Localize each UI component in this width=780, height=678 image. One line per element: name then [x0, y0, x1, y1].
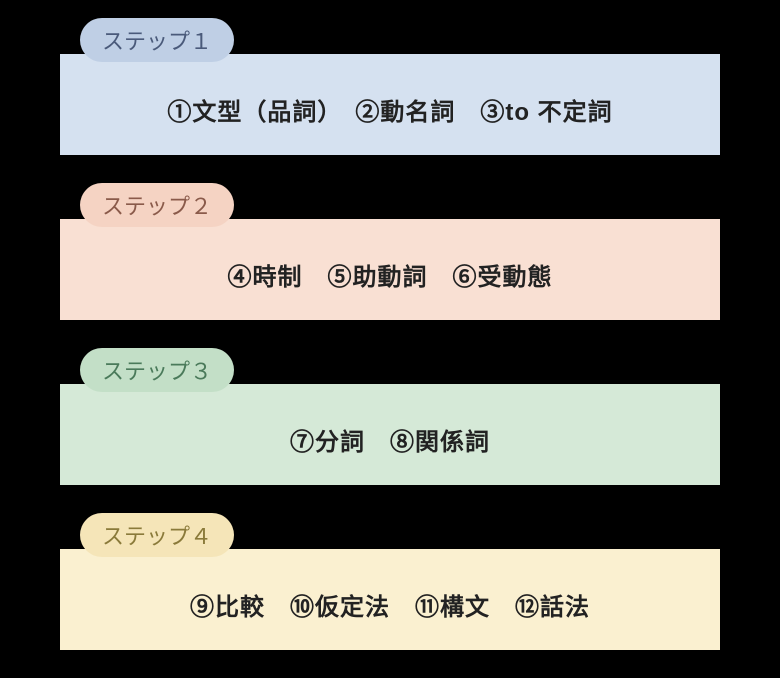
- step-3-label: ステップ３: [80, 348, 234, 392]
- step-1-label: ステップ１: [80, 18, 234, 62]
- step-1-group: ステップ１ ①文型（品詞） ②動名詞 ③to 不定詞: [60, 18, 720, 155]
- step-3-group: ステップ３ ⑦分詞 ⑧関係詞: [60, 348, 720, 485]
- step-2-label: ステップ２: [80, 183, 234, 227]
- step-2-box: ④時制 ⑤助動詞 ⑥受動態: [60, 219, 720, 320]
- step-4-group: ステップ４ ⑨比較 ⑩仮定法 ⑪構文 ⑫話法: [60, 513, 720, 650]
- step-3-box: ⑦分詞 ⑧関係詞: [60, 384, 720, 485]
- step-4-label: ステップ４: [80, 513, 234, 557]
- step-4-box: ⑨比較 ⑩仮定法 ⑪構文 ⑫話法: [60, 549, 720, 650]
- step-1-box: ①文型（品詞） ②動名詞 ③to 不定詞: [60, 54, 720, 155]
- step-2-group: ステップ２ ④時制 ⑤助動詞 ⑥受動態: [60, 183, 720, 320]
